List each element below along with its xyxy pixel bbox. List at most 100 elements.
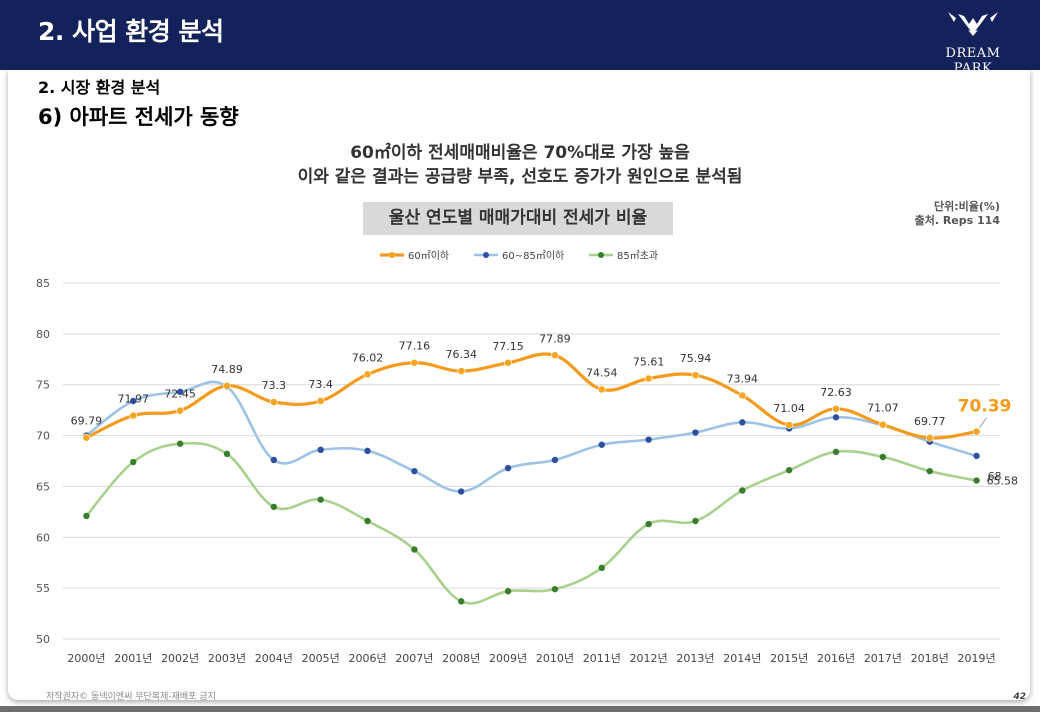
data-point — [364, 447, 371, 455]
legend-label: 60~85㎡이하 — [502, 249, 564, 262]
x-tick-label: 2000년 — [67, 652, 105, 665]
legend-marker — [598, 252, 604, 258]
data-point — [176, 440, 184, 447]
data-point — [504, 358, 512, 367]
data-point — [223, 450, 231, 458]
section-subtitle: 2. 시장 환경 분석 — [38, 78, 161, 97]
section-title: 6) 아파트 전세가 동향 — [38, 105, 239, 129]
y-tick-label: 60 — [36, 531, 50, 544]
data-point — [973, 477, 980, 484]
page-number: 42 — [1013, 692, 1026, 702]
data-point — [551, 456, 559, 464]
chart-title: 울산 연도별 매매가대비 전세가 비율 — [363, 202, 673, 235]
data-point — [364, 517, 371, 525]
data-point — [645, 520, 652, 528]
data-point — [130, 397, 137, 405]
data-label: 65.58 — [987, 475, 1019, 488]
eagle-logo-icon — [948, 12, 998, 36]
data-point — [644, 374, 653, 383]
x-tick-label: 2007년 — [395, 652, 433, 665]
y-tick-label: 65 — [36, 480, 50, 493]
header-title: 2. 사업 환경 분석 — [38, 17, 224, 46]
headline-line2: 이와 같은 결과는 공급량 부족, 선호도 증가가 원인으로 분석됨 — [297, 167, 743, 187]
data-point — [83, 512, 90, 520]
y-tick-label: 80 — [36, 328, 50, 341]
series-line — [85, 352, 977, 440]
x-tick-label: 2004년 — [255, 652, 293, 665]
data-label: 72.45 — [164, 388, 196, 401]
data-label: 68 — [988, 470, 1002, 483]
x-tick-label: 2013년 — [676, 652, 714, 665]
data-label: 71.97 — [118, 393, 150, 406]
legend-marker — [389, 252, 395, 258]
data-label: 73.94 — [727, 372, 759, 385]
data-point — [785, 421, 794, 429]
data-point — [363, 370, 372, 379]
data-label: 75.61 — [633, 356, 665, 369]
data-point — [926, 467, 933, 475]
x-tick-label: 2019년 — [958, 652, 996, 665]
data-point — [129, 411, 138, 420]
y-tick-label: 70 — [36, 430, 50, 443]
y-tick-label: 50 — [36, 633, 50, 646]
data-point — [692, 429, 699, 436]
data-point — [972, 427, 981, 436]
data-point — [973, 452, 980, 460]
data-label: 71.07 — [867, 402, 899, 415]
x-tick-label: 2010년 — [536, 652, 574, 665]
unit-source-note: 단위:비율(%) 출처. Reps 114 — [915, 200, 1000, 228]
data-point — [504, 587, 512, 595]
data-point — [597, 385, 606, 394]
data-point — [411, 467, 418, 475]
x-tick-label: 2011년 — [583, 652, 621, 665]
x-tick-label: 2014년 — [723, 652, 761, 665]
data-point — [551, 351, 559, 360]
data-label: 76.02 — [352, 351, 384, 364]
bottom-bar — [0, 706, 1040, 712]
data-point — [130, 458, 137, 466]
data-point — [832, 404, 840, 413]
unit-label: 단위:비율(%) — [934, 200, 1000, 213]
data-label: 70.39 — [958, 397, 1012, 417]
data-label: 74.89 — [211, 363, 243, 376]
data-point — [176, 406, 185, 415]
data-label: 76.34 — [445, 348, 477, 361]
x-tick-label: 2001년 — [114, 652, 152, 665]
data-label: 75.94 — [680, 352, 712, 365]
x-tick-label: 2006년 — [348, 652, 386, 665]
series-line — [85, 380, 977, 493]
data-point — [739, 419, 746, 426]
data-point — [692, 517, 699, 525]
x-tick-label: 2002년 — [161, 652, 199, 665]
data-point — [270, 456, 278, 464]
x-tick-label: 2009년 — [489, 652, 527, 665]
data-label: 77.15 — [492, 340, 524, 353]
data-point — [458, 488, 465, 495]
x-tick-label: 2008년 — [442, 652, 480, 665]
header-bar: 2. 사업 환경 분석 DREAM PARK — [0, 0, 1040, 76]
data-point — [645, 436, 652, 443]
headline-line1: 60㎡이하 전세매매비율은 70%대로 가장 높음 — [350, 143, 690, 163]
data-point — [738, 391, 747, 400]
y-tick-label: 75 — [36, 379, 50, 392]
data-label: 77.89 — [539, 332, 571, 345]
x-tick-label: 2003년 — [208, 652, 246, 665]
data-point — [269, 398, 278, 406]
data-point — [878, 420, 887, 429]
series-line — [85, 441, 977, 605]
dream-park-logo: DREAM PARK — [928, 8, 1018, 76]
data-point — [785, 466, 793, 474]
data-point — [410, 358, 419, 367]
y-tick-label: 55 — [36, 582, 50, 595]
data-point — [317, 446, 324, 454]
data-point — [879, 453, 887, 461]
data-label: 74.54 — [586, 366, 618, 379]
data-point — [598, 564, 605, 571]
data-label: 73.3 — [262, 379, 287, 392]
legend-label: 85㎡초과 — [617, 250, 658, 262]
data-label: 72.63 — [820, 386, 852, 399]
data-label: 69.79 — [71, 415, 103, 428]
x-tick-label: 2005년 — [302, 652, 340, 665]
data-label: 69.77 — [914, 415, 946, 428]
x-tick-label: 2012년 — [630, 652, 668, 665]
